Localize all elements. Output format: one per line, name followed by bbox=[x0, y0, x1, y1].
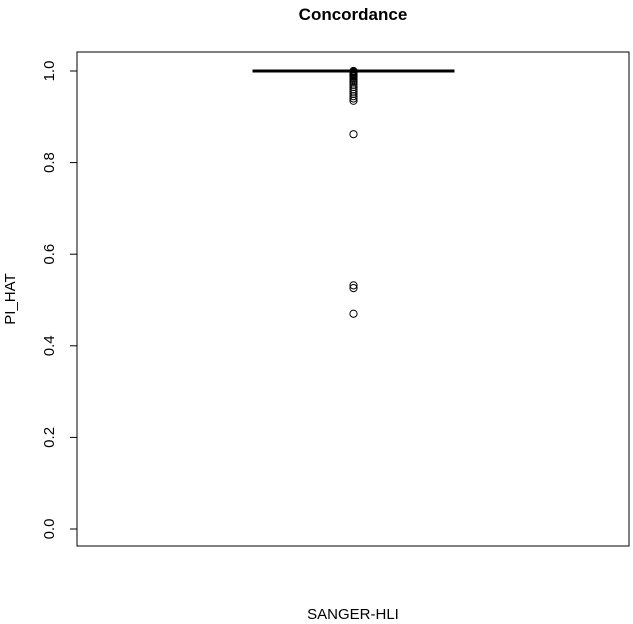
outlier-point bbox=[349, 309, 358, 318]
outlier-point bbox=[349, 96, 358, 105]
outlier-point bbox=[349, 283, 358, 293]
plot-frame bbox=[76, 51, 630, 547]
y-axis: 0.0 0.2 0.4 0.6 0.8 1.0 bbox=[41, 61, 78, 540]
chart-title: Concordance bbox=[299, 5, 408, 24]
y-tick-label: 0.8 bbox=[41, 152, 58, 173]
outlier-point bbox=[349, 130, 358, 139]
y-tick-label: 0.0 bbox=[41, 519, 58, 540]
outlier-point bbox=[349, 94, 358, 103]
outlier-point bbox=[349, 281, 358, 290]
y-tick-label: 0.6 bbox=[41, 244, 58, 265]
y-tick-label: 0.4 bbox=[41, 335, 58, 356]
y-tick-label: 0.2 bbox=[41, 427, 58, 448]
y-tick-label: 1.0 bbox=[41, 61, 58, 82]
y-axis-label: PI_HAT bbox=[2, 273, 19, 324]
outlier-point bbox=[349, 92, 358, 101]
x-axis-label: SANGER-HLI bbox=[307, 606, 399, 623]
plot-marks bbox=[252, 66, 455, 318]
